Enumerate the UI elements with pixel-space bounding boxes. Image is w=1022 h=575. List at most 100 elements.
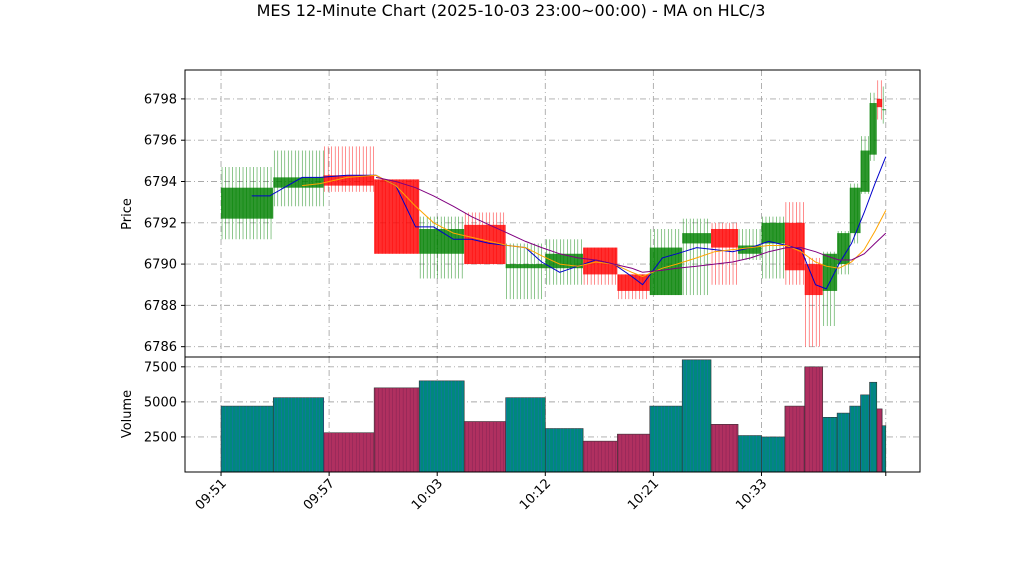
candle	[860, 136, 870, 194]
volume-bar	[804, 366, 824, 473]
candle-body	[822, 253, 838, 291]
price-y-tick-label: 6790	[144, 258, 177, 273]
price-grid	[185, 70, 920, 357]
volume-panel-border	[184, 356, 921, 473]
candle-body	[374, 179, 420, 254]
volume-bar	[418, 380, 465, 473]
x-axis-ticks: 09:51 09:57 10:03 10:12 10:21 10:33	[193, 472, 887, 513]
volume-y-ticks: 2500 5000 7500	[144, 360, 185, 445]
price-panel-frame	[185, 70, 920, 357]
candle	[273, 150, 324, 207]
candle-body	[869, 103, 877, 155]
volume-bar	[323, 432, 375, 473]
volume-bar	[505, 397, 546, 473]
candle-body	[273, 177, 324, 188]
volume-bar-rect	[849, 405, 861, 473]
price-y-tick-label: 6788	[144, 299, 177, 314]
candle-body	[761, 222, 785, 244]
volume-bar	[272, 397, 325, 473]
x-tick-label: 09:57	[301, 476, 338, 513]
volume-bar-rect	[710, 424, 739, 473]
x-tick-label: 09:51	[193, 476, 230, 513]
x-tick-label: 10:12	[517, 476, 554, 513]
volume-y-tick-label: 7500	[144, 360, 177, 375]
volume-bar-rect	[836, 412, 851, 473]
volume-y-tick-label: 5000	[144, 395, 177, 410]
volume-bar	[860, 394, 870, 473]
volume-bar	[617, 433, 651, 473]
price-y-tick-label: 6798	[144, 92, 177, 107]
moving-average-line	[302, 174, 887, 278]
volume-bar	[869, 381, 878, 473]
price-y-label: Price	[120, 198, 135, 230]
volume-panel: 2500 5000 7500 Volume	[120, 356, 921, 473]
volume-bar-rect	[373, 387, 420, 473]
candle	[849, 183, 861, 244]
volume-bars	[220, 359, 887, 473]
volume-bar-rect	[681, 359, 712, 473]
volume-bar-rect	[463, 421, 506, 473]
candle-body	[784, 222, 805, 271]
candle	[374, 179, 420, 254]
candle	[617, 274, 650, 300]
candle	[323, 146, 375, 192]
volume-bar	[710, 424, 739, 473]
candle-body	[849, 187, 861, 234]
volume-bar	[373, 387, 420, 473]
price-y-ticks: 6786 6788 6790 6792 6794 6796 6798	[144, 92, 185, 355]
volume-bar-rect	[822, 417, 838, 473]
volume-bar-rect	[418, 380, 465, 473]
candle	[738, 228, 762, 260]
volume-y-label: Volume	[120, 390, 135, 438]
candle-body	[617, 274, 650, 291]
x-tick-label: 10:21	[625, 476, 662, 513]
volume-bar-rect	[881, 425, 887, 473]
moving-average-line	[375, 176, 887, 273]
candle-body	[711, 228, 739, 248]
x-tick-label: 10:33	[733, 476, 770, 513]
volume-bar	[849, 405, 861, 473]
volume-bar-rect	[804, 366, 824, 473]
candle	[784, 202, 805, 285]
price-moving-averages	[251, 156, 887, 290]
candle-body	[419, 228, 465, 254]
candle-body	[876, 98, 883, 108]
volume-bar	[836, 412, 851, 473]
price-y-tick-label: 6786	[144, 340, 177, 355]
candle	[882, 86, 886, 124]
price-y-tick-label: 6794	[144, 175, 177, 190]
volume-bar	[220, 405, 274, 473]
volume-bar	[681, 359, 712, 473]
candle	[822, 251, 838, 327]
candle	[221, 167, 274, 240]
volume-bar	[784, 405, 806, 473]
candle-body	[221, 187, 274, 219]
candle	[876, 80, 883, 120]
volume-bar	[881, 425, 887, 473]
volume-bar-rect	[649, 405, 683, 473]
price-panel: 6786 6788 6790 6792 6794 6796 6798 Price	[120, 69, 921, 358]
candle-body	[323, 175, 375, 186]
volume-bar	[822, 417, 838, 473]
candle	[682, 218, 712, 296]
volume-bar-rect	[784, 405, 806, 473]
candle	[837, 231, 850, 275]
price-y-tick-label: 6796	[144, 134, 177, 149]
candle-body	[837, 233, 850, 265]
volume-bar	[649, 405, 683, 473]
volume-bar-rect	[617, 433, 651, 473]
volume-bar-rect	[544, 428, 584, 473]
chart-title: MES 12-Minute Chart (2025-10-03 23:00~00…	[257, 1, 766, 20]
candle-body	[505, 264, 546, 269]
volume-bar	[876, 408, 883, 473]
price-y-tick-label: 6792	[144, 216, 177, 231]
volume-bar-rect	[505, 397, 546, 473]
candle	[419, 216, 465, 279]
volume-bar	[582, 440, 618, 473]
candle	[761, 216, 785, 279]
candle	[869, 92, 877, 161]
candle	[583, 247, 618, 285]
volume-bar-rect	[272, 397, 325, 473]
price-candles	[221, 80, 886, 347]
